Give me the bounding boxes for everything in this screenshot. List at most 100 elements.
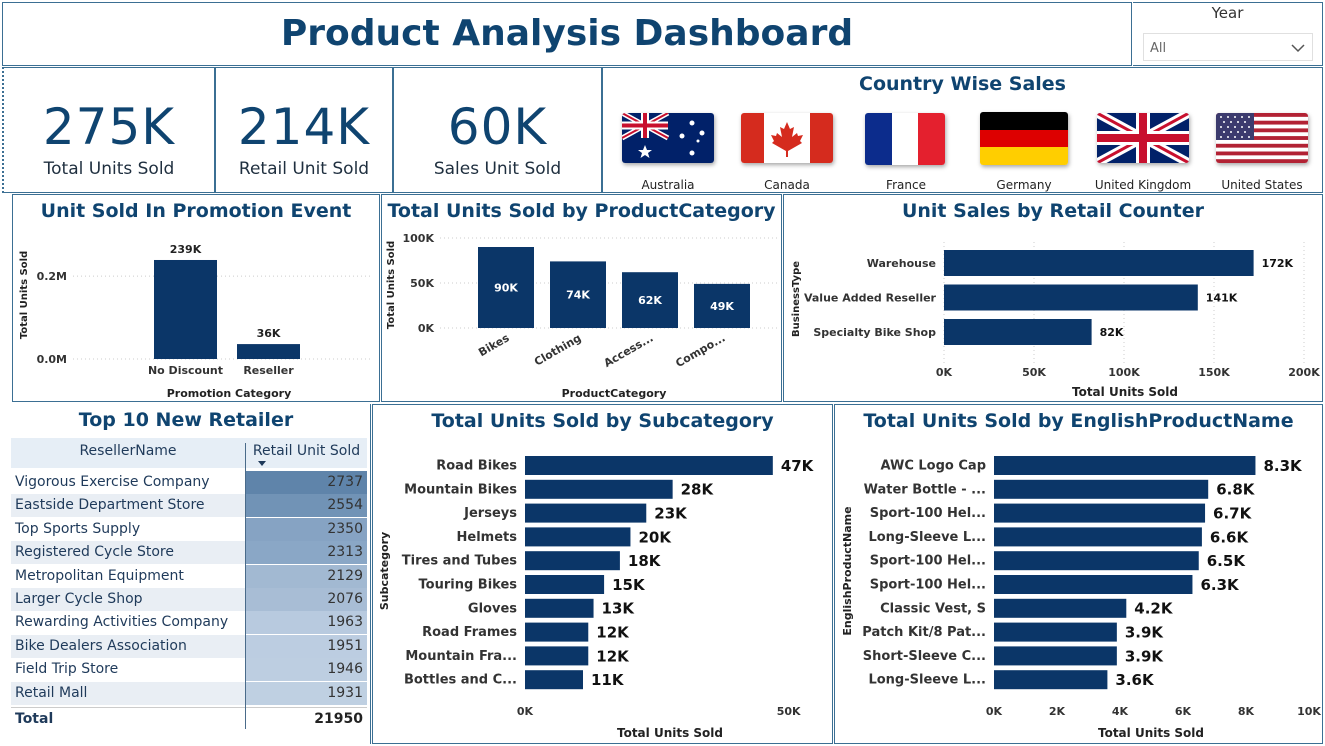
data-label: 8.3K [1263,457,1303,475]
chart-title: Total Units Sold by ProductCategory [387,200,776,222]
y-tick-label: Short-Sleeve C... [863,649,986,664]
table-row[interactable]: Vigorous Exercise Company 2737 [11,471,367,494]
product-category-chart-panel: Total Units Sold by ProductCategory 0K 50… [381,194,782,402]
y-tick-label: Tires and Tubes [402,554,517,569]
top-retailer-table-panel: Top 10 New Retailer ResellerName Retail … [2,404,371,744]
x-tick-label: 0K [517,705,534,718]
bar [694,283,750,328]
subcategory-chart: 0K 50K Road Bikes 47K Mountain Bikes 28K Jerse… [378,456,815,740]
united-kingdom-flag-icon[interactable] [1097,113,1189,163]
country-label: Australia [641,178,695,192]
data-label: 11K [591,671,625,689]
table-row[interactable]: Field Trip Store 1946 [11,658,367,682]
total-value: 21950 [314,711,363,727]
y-tick-label: Bottles and C... [404,673,517,688]
y-tick-label: Patch Kit/8 Pat... [862,625,986,640]
x-tick-label: Clothing [532,331,584,368]
chevron-down-icon [1291,44,1305,53]
column-header-reseller-name[interactable]: ResellerName [79,443,177,459]
column-divider [245,468,246,729]
y-axis-label: Total Units Sold [386,241,397,329]
kpi-label: Sales Unit Sold [433,159,562,179]
product-name-chart-panel: Total Units Sold by EnglishProductName 0… [834,404,1323,744]
y-tick-label: 50K [410,277,434,290]
bar [994,598,1127,618]
data-label: 15K [612,576,646,594]
germany-flag-icon[interactable] [980,112,1068,165]
year-dropdown[interactable]: All [1143,33,1313,61]
bar [994,670,1108,690]
data-label: 49K [710,300,734,313]
table-row[interactable]: Eastside Department Store 2554 [11,494,367,518]
y-tick-label: Mountain Bikes [404,482,517,497]
kpi-value: 60K [447,98,548,156]
y-tick-label: Gloves [468,601,517,616]
x-tick-label: 10K [1297,705,1321,718]
reseller-name-cell: Metropolitan Equipment [15,567,184,584]
bar [525,670,583,690]
data-label: 6.6K [1210,528,1250,546]
table-row[interactable]: Top Sports Supply 2350 [11,517,367,541]
y-tick-label: 100K [403,232,435,245]
country-label: Germany [996,178,1052,192]
column-header-retail-unit-sold[interactable]: Retail Unit Sold [245,443,367,468]
table-row[interactable]: Retail Mall 1931 [11,681,367,705]
kpi-label: Total Units Sold [43,159,175,179]
y-tick-label: Specialty Bike Shop [813,326,936,339]
canada-flag-icon[interactable] [741,113,833,163]
table-header: ResellerName Retail Unit Sold [11,438,367,468]
bar [237,344,300,359]
chart-title: Total Units Sold by Subcategory [431,410,774,432]
bar [994,575,1193,594]
table-row[interactable]: Registered Cycle Store 2313 [11,541,367,565]
page-title: Product Analysis Dashboard [280,13,854,54]
data-label: 3.9K [1125,623,1165,641]
united-states-flag-icon[interactable] [1216,113,1308,163]
data-label: 36K [257,327,281,340]
bar [994,551,1199,571]
x-tick-label: Bikes [476,331,512,359]
reseller-name-cell: Top Sports Supply [15,520,141,537]
y-tick-label: Sport-100 Hel... [870,554,986,569]
chart-title: Unit Sales by Retail Counter [901,200,1205,222]
y-tick-label: 0K [418,322,435,335]
france-flag-icon[interactable] [865,113,945,165]
table-row[interactable]: Larger Cycle Shop 2076 [11,588,367,611]
data-label: 4.2K [1134,600,1174,618]
x-tick-label: Reseller [243,364,294,377]
data-label: 23K [654,504,688,522]
bar [944,319,1092,345]
table-row[interactable]: Metropolitan Equipment 2129 [11,564,367,588]
data-label: 6.3K [1200,576,1240,594]
bar [154,259,217,359]
y-tick-label: Sport-100 Hel... [870,506,986,521]
x-tick-label: Compo... [673,331,727,370]
x-tick-label: 6K [1175,705,1192,718]
y-axis-label: BusinessType [791,261,802,337]
australia-flag-icon[interactable] [622,113,714,163]
data-label: 172K [1262,257,1294,270]
table-row[interactable]: Bike Dealers Association 1951 [11,634,367,658]
data-label: 28K [681,481,715,499]
data-label: 3.9K [1125,647,1165,665]
y-tick-label: Value Added Reseller [804,292,937,305]
bar [525,479,673,499]
x-tick-label: No Discount [148,364,223,377]
y-tick-label: Jerseys [463,506,517,521]
table-row[interactable]: Rewarding Activities Company 1963 [11,611,367,635]
bar [525,646,589,666]
bar [994,456,1256,475]
bar [994,622,1117,642]
bar [478,247,534,328]
reseller-name-cell: Retail Mall [15,684,88,701]
promotion-chart: 0.0M 0.2M 239K No Discount 36K Reseller Promot… [19,243,373,400]
bar [994,646,1117,666]
retail-unit-sold-cell: 1931 [245,681,367,705]
data-label: 13K [602,600,636,618]
kpi-card-retail-units: 214K Retail Unit Sold [215,67,393,193]
retail-unit-sold-cell: 2313 [245,541,367,565]
data-label: 6.7K [1213,504,1253,522]
y-tick-label: Mountain Fra... [405,649,517,664]
bar [525,456,773,475]
bar [622,272,678,328]
